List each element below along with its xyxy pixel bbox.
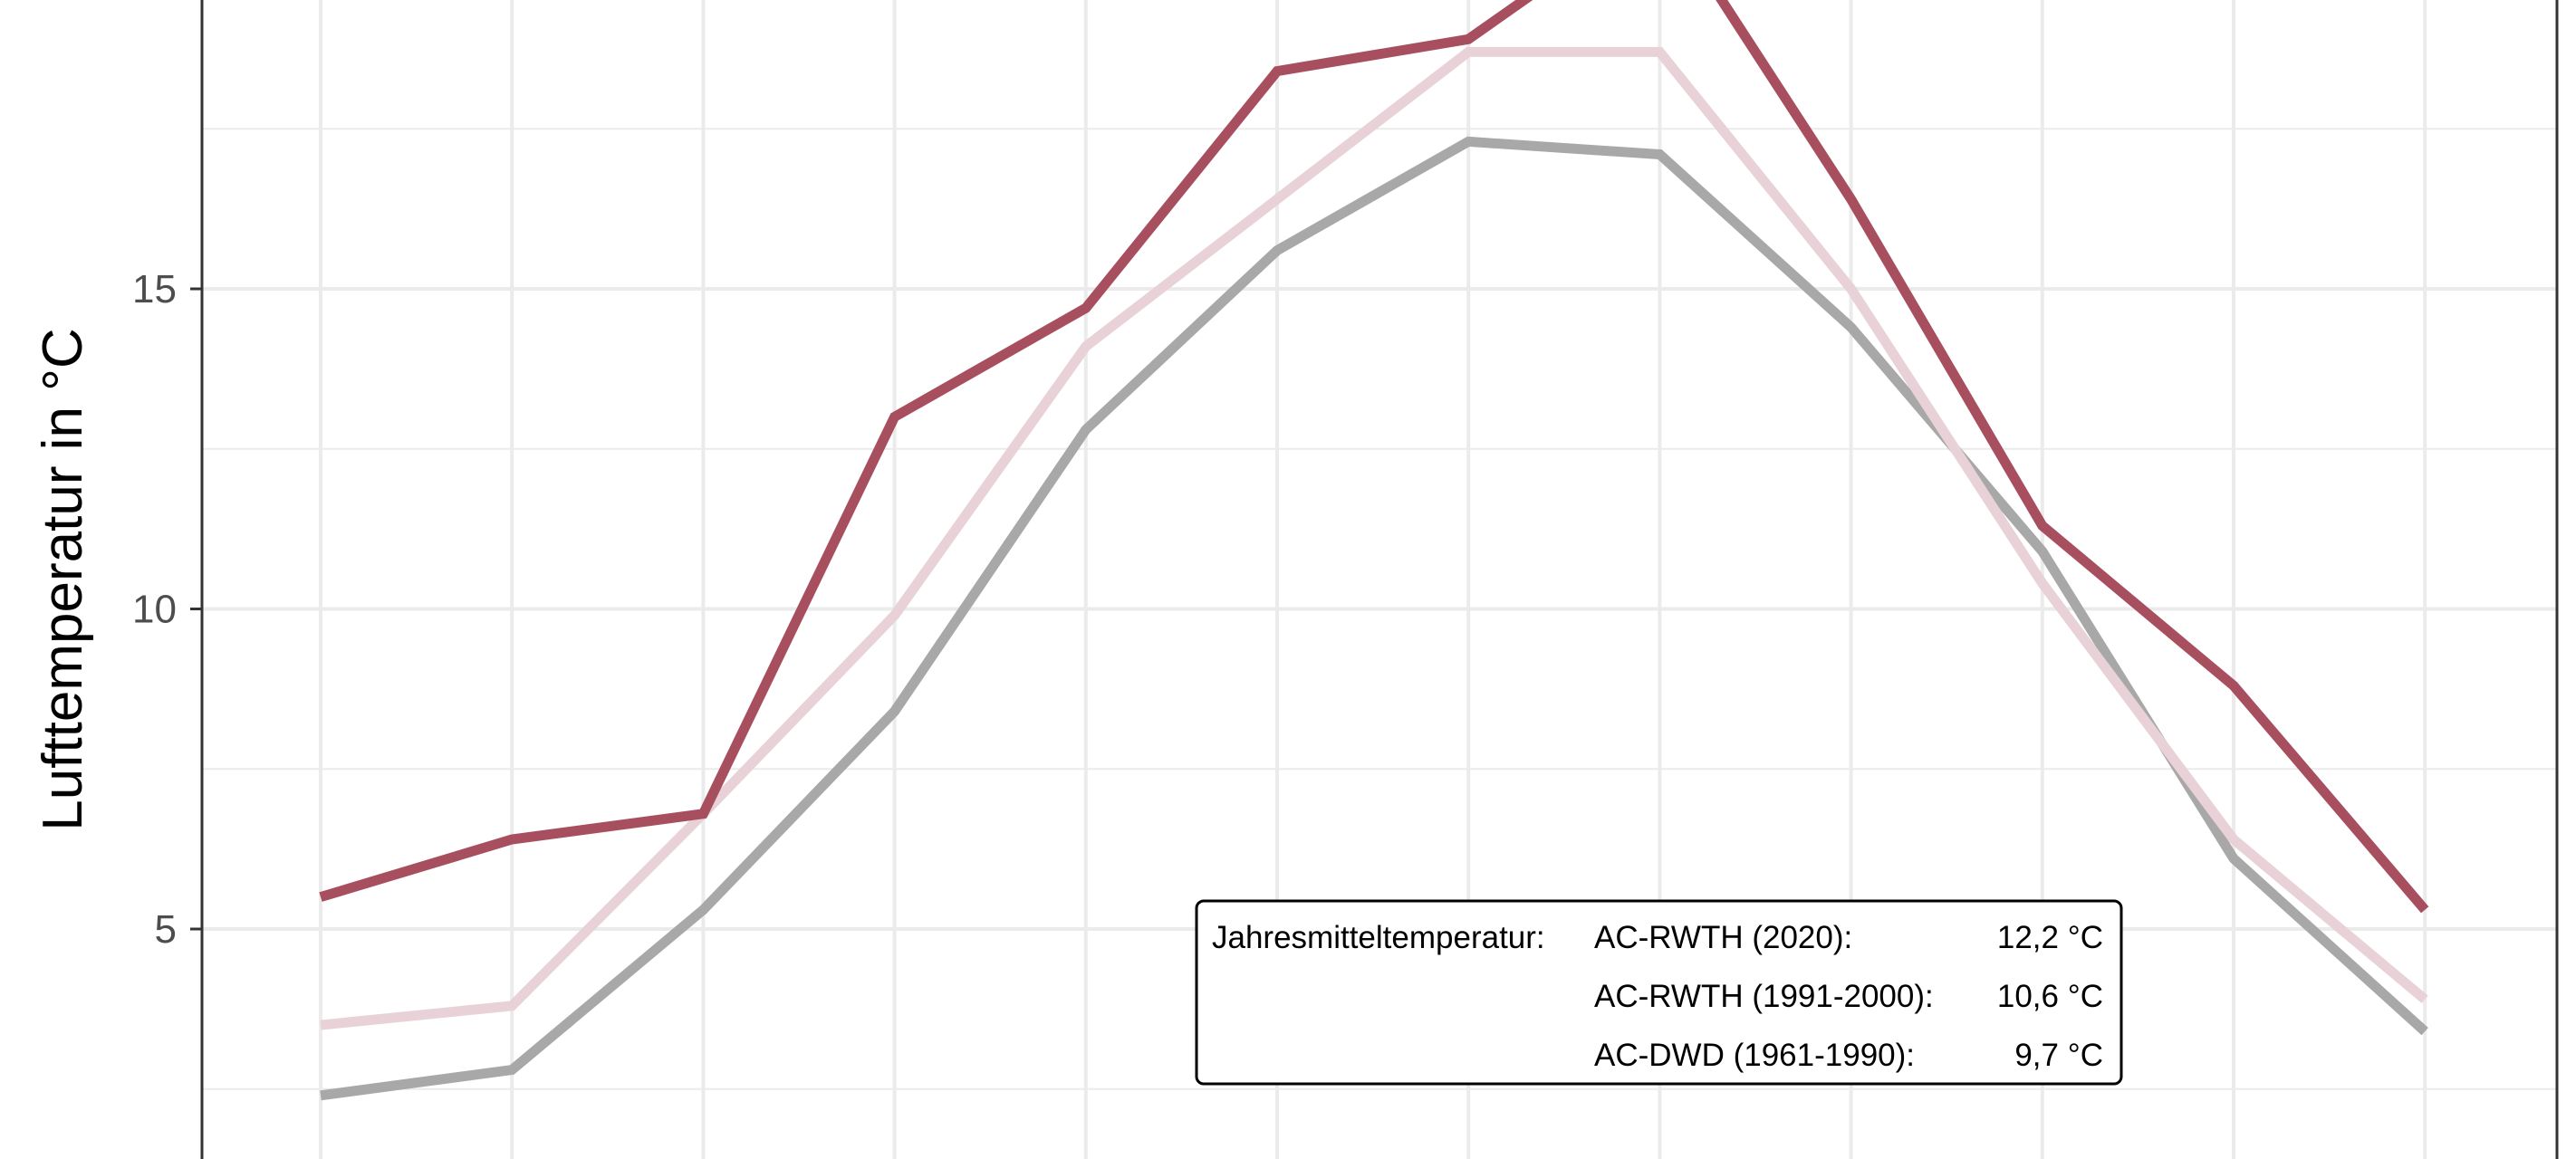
annotation-row-label: AC-RWTH (2020): bbox=[1594, 920, 1852, 955]
y-tick-label: 15 bbox=[132, 267, 177, 311]
series-line bbox=[320, 136, 2428, 1101]
y-tick-label: 5 bbox=[155, 907, 177, 952]
annotation-row-label: AC-RWTH (1991-2000): bbox=[1594, 979, 1934, 1014]
annual-mean-annotation: Jahresmitteltemperatur: AC-RWTH (2020): … bbox=[1195, 899, 2123, 1086]
annotation-row-value: 12,2 °C bbox=[1997, 920, 2103, 955]
annotation-row-value: 10,6 °C bbox=[1997, 979, 2103, 1014]
annotation-row-label: AC-DWD (1961-1990): bbox=[1594, 1038, 1915, 1073]
y-tick-label: 10 bbox=[132, 588, 177, 632]
series-line bbox=[319, 0, 2429, 914]
annotation-box bbox=[1195, 899, 2123, 1086]
y-axis-ticks: 5 10 15 bbox=[132, 267, 202, 952]
series-line bbox=[320, 46, 2428, 1030]
annotation-title: Jahresmitteltemperatur: bbox=[1212, 920, 1545, 955]
panel-border bbox=[200, 0, 2559, 1159]
series-lines bbox=[319, 0, 2429, 1101]
annotation-row-value: 9,7 °C bbox=[2014, 1038, 2103, 1073]
y-axis-label: Lufttemperatur in °C bbox=[32, 328, 94, 831]
